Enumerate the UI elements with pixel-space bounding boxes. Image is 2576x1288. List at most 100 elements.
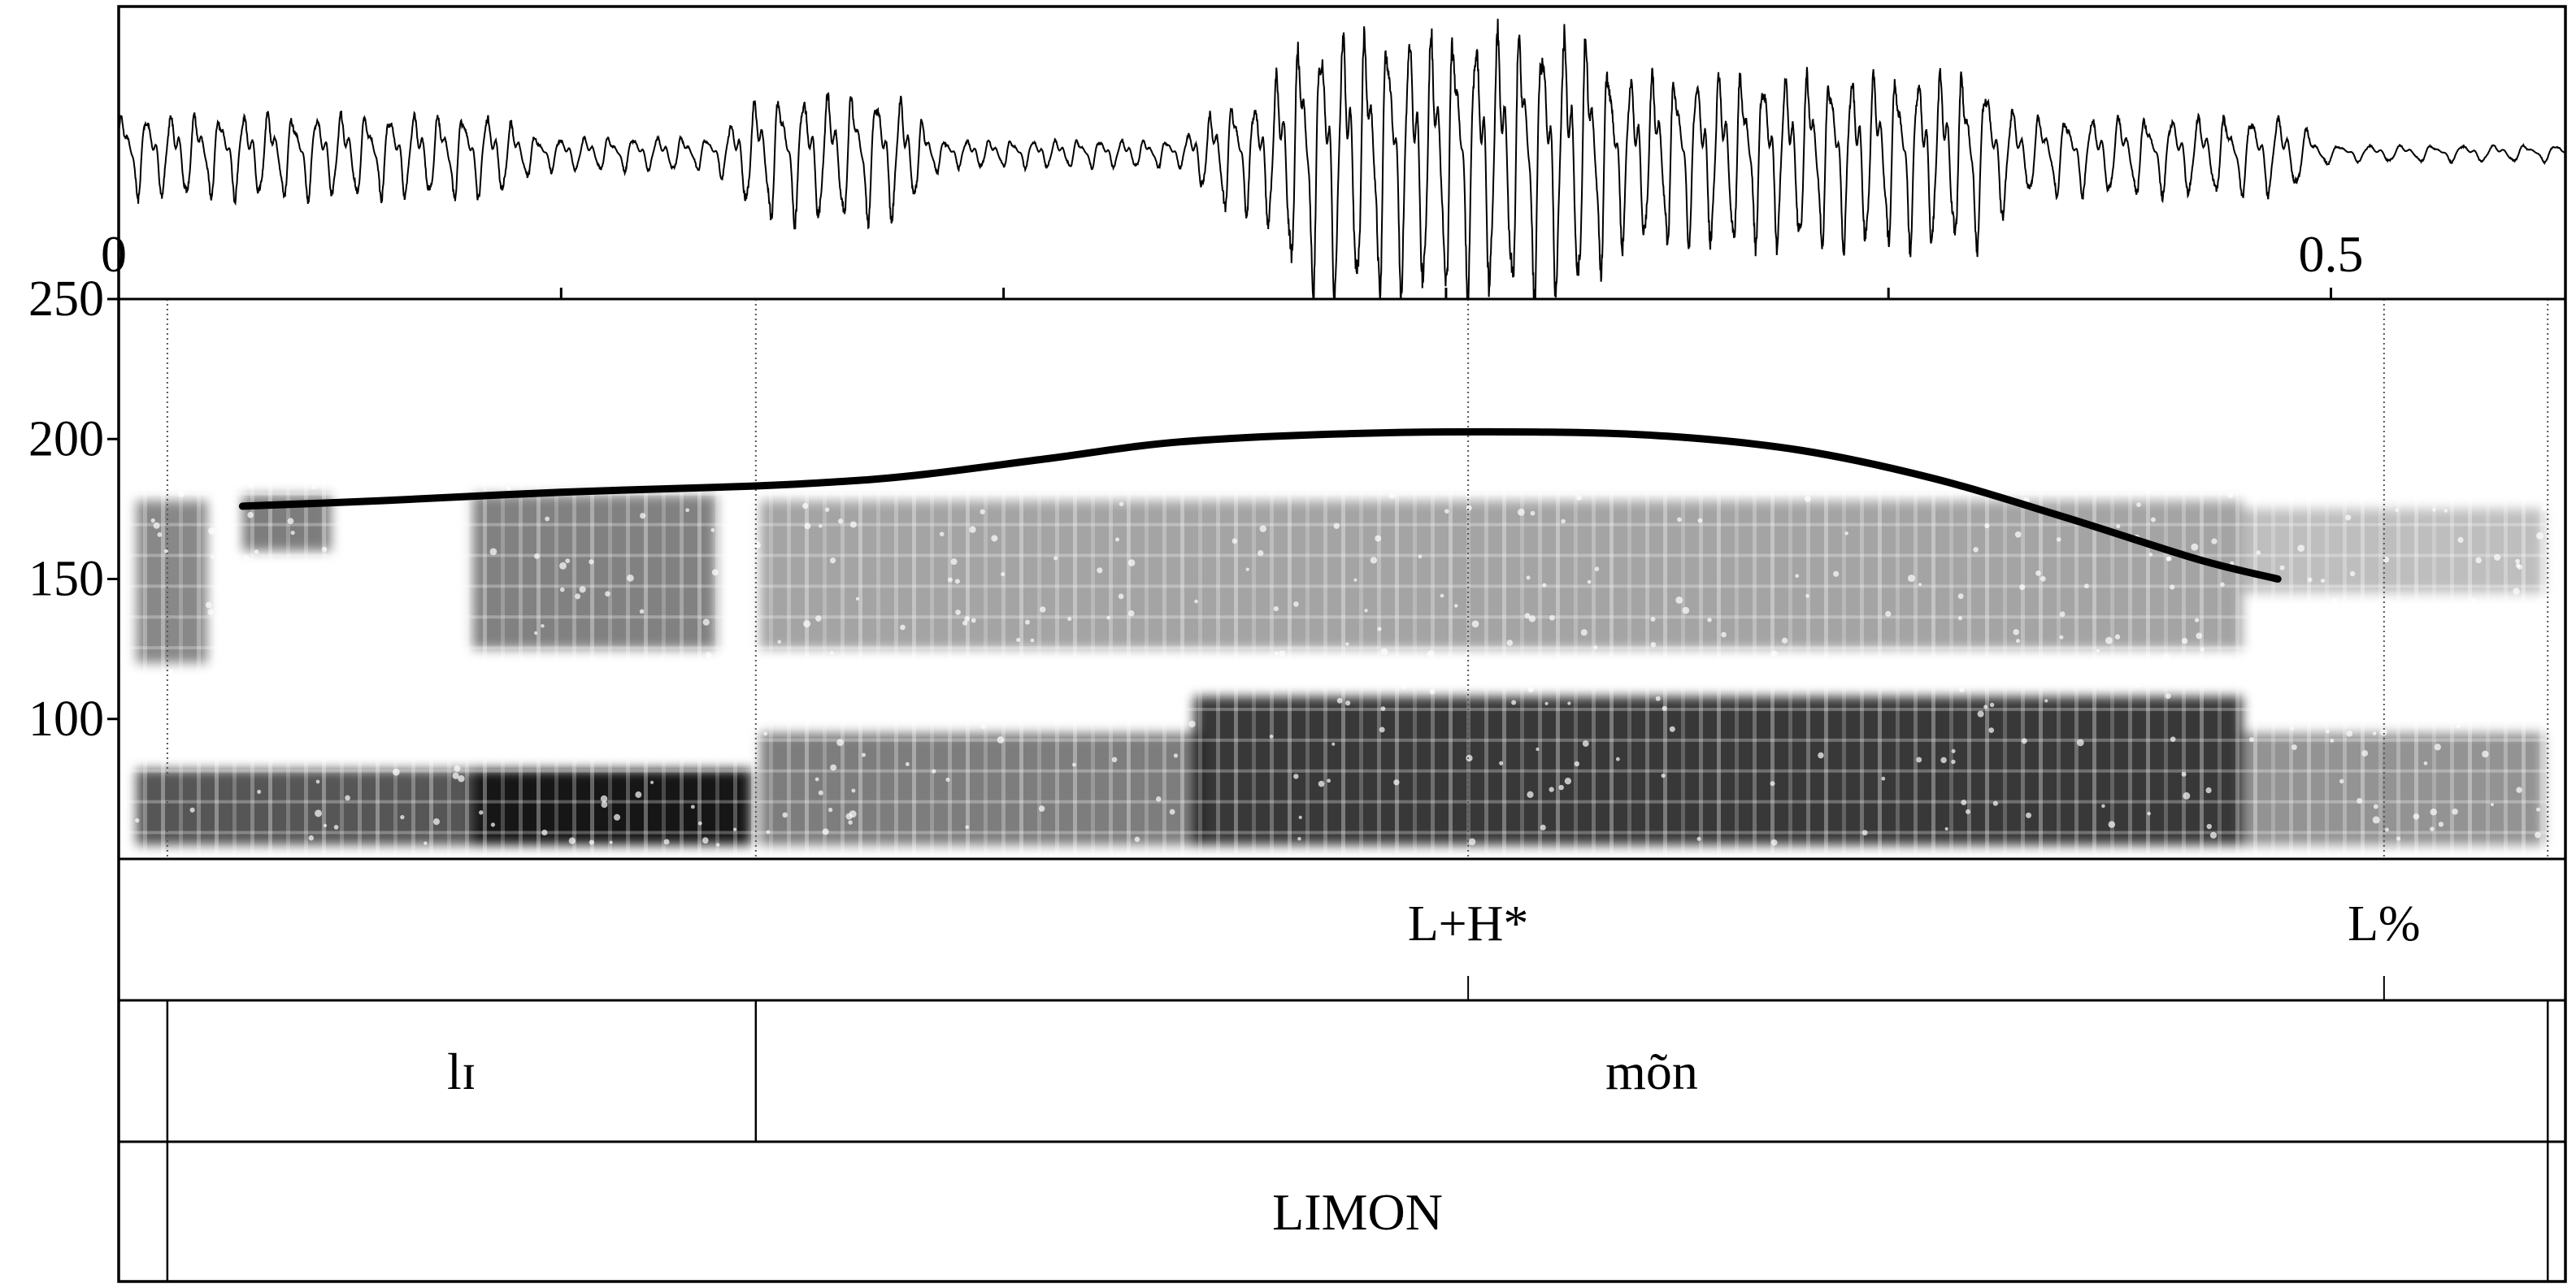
spectrogram-speckle xyxy=(639,609,645,614)
spectrogram-striation xyxy=(930,299,934,859)
spectrogram-speckle xyxy=(541,829,548,836)
spectrogram-striation xyxy=(1806,299,1810,859)
spectrogram-speckle xyxy=(943,456,951,464)
spectrogram-speckle xyxy=(479,810,484,815)
spectrogram-striation xyxy=(733,299,737,859)
spectrogram-speckle xyxy=(1781,637,1788,644)
spectrogram-speckle xyxy=(2042,433,2048,439)
spectrogram-speckle xyxy=(1466,505,1472,511)
spectrogram-speckle xyxy=(1201,471,1209,478)
spectrogram-speckle xyxy=(614,813,621,821)
spectrogram-speckle xyxy=(1123,399,1129,405)
spectrogram-speckle xyxy=(2326,729,2330,734)
spectrogram-striation xyxy=(1484,299,1488,859)
spectrogram-speckle xyxy=(2052,658,2056,662)
spectrogram-striation xyxy=(894,299,898,859)
spectrogram-speckle xyxy=(2048,475,2055,482)
spectrogram-speckle xyxy=(2150,517,2156,523)
spectrogram-speckle xyxy=(393,768,400,776)
spectrogram-speckle xyxy=(2535,831,2541,839)
spectrogram-speckle xyxy=(1429,688,1436,695)
spectrogram-speckle xyxy=(1511,700,1517,705)
spectrogram-striation xyxy=(1878,299,1882,859)
spectrogram-speckle xyxy=(804,523,811,530)
spectrogram-striation xyxy=(2182,299,2186,859)
spectrogram-speckle xyxy=(711,569,719,576)
spectrogram-speckle xyxy=(247,511,254,518)
spectrogram-speckle xyxy=(2147,811,2151,816)
spectrogram-striation xyxy=(232,299,237,859)
spectrogram-speckle xyxy=(2444,509,2448,513)
spectrogram-speckle xyxy=(1574,761,1580,767)
spectrogram-speckle xyxy=(1336,697,1343,704)
spectrogram-speckle xyxy=(1331,742,1336,746)
spectrogram-speckle xyxy=(623,458,629,465)
spectrogram-speckle xyxy=(2349,570,2356,577)
spectrogram-speckle xyxy=(2452,809,2458,815)
spectrogram-speckle xyxy=(932,769,936,774)
spectrogram-speckle xyxy=(2373,804,2378,809)
spectrogram-speckle xyxy=(207,609,215,616)
spectrogram-striation xyxy=(662,299,666,859)
spectrogram-speckle xyxy=(2227,492,2234,498)
spectrogram-speckle xyxy=(507,677,515,683)
spectrogram-speckle xyxy=(1610,314,1616,321)
spectrogram-speckle xyxy=(2499,692,2505,698)
tier-words: LIMON xyxy=(166,1142,2549,1281)
spectrogram-speckle xyxy=(211,554,215,559)
spectrogram-harmonic xyxy=(119,615,2565,619)
spectrogram-speckle xyxy=(2339,778,2344,784)
spectrogram-speckle xyxy=(1105,476,1110,481)
spectrogram-speckle xyxy=(2421,685,2426,690)
spectrogram-speckle xyxy=(2372,731,2377,735)
spectrogram-speckle xyxy=(1004,393,1009,398)
spectrogram-speckle xyxy=(1988,727,1995,734)
spectrogram-speckle xyxy=(1310,420,1317,427)
spectrogram-striation xyxy=(1162,299,1166,859)
spectrogram-striation xyxy=(697,299,702,859)
spectrogram-speckle xyxy=(1657,679,1662,683)
spectrogram-harmonic xyxy=(119,769,2565,773)
spectrogram-speckle xyxy=(1707,385,1713,391)
spectrogram-speckle xyxy=(1534,327,1540,334)
spectrogram-speckle xyxy=(1929,345,1934,349)
spectrogram-speckle xyxy=(1471,620,1479,628)
spectrogram-speckle xyxy=(163,549,168,553)
spectrogram-speckle xyxy=(2257,701,2262,706)
spectrogram-speckle xyxy=(400,814,405,820)
spectrogram-speckle xyxy=(351,492,355,497)
spectrogram-speckle xyxy=(978,394,982,398)
spectrogram-striation xyxy=(805,299,809,859)
spectrogram-speckle xyxy=(311,484,317,490)
spectrogram-speckle xyxy=(939,531,945,537)
spectrogram-speckle xyxy=(313,566,319,572)
spectrogram-speckle xyxy=(763,363,767,367)
spectrogram-speckle xyxy=(2461,679,2465,685)
spectrogram-speckle xyxy=(1810,441,1818,448)
spectrogram-speckle xyxy=(649,357,654,361)
spectrogram-speckle xyxy=(197,746,201,750)
spectrogram-speckle xyxy=(671,360,676,365)
spectrogram-striation xyxy=(1073,299,1077,859)
spectrogram-speckle xyxy=(2153,384,2161,392)
spectrogram-speckle xyxy=(605,591,610,597)
spectrogram-speckle xyxy=(2510,389,2515,395)
spectrogram-speckle xyxy=(2536,807,2541,812)
spectrogram-speckle xyxy=(441,466,445,471)
spectrogram-speckle xyxy=(1983,705,1988,709)
spectrogram-speckle xyxy=(763,731,768,736)
spectrogram-band xyxy=(472,495,716,649)
spectrogram-speckle xyxy=(2320,670,2326,675)
spectrogram-speckle xyxy=(497,728,502,732)
spectrogram-striation xyxy=(1359,299,1363,859)
spectrogram-speckle xyxy=(2490,356,2496,362)
spectrogram-speckle xyxy=(323,823,327,827)
spectrogram-speckle xyxy=(1743,670,1748,675)
spectrogram-speckle xyxy=(2125,450,2133,458)
spectrogram-speckle xyxy=(308,410,314,415)
pitch-tick-label: 250 xyxy=(28,271,104,327)
spectrogram-speckle xyxy=(1418,554,1423,559)
spectrogram-speckle xyxy=(2356,625,2361,631)
spectrogram-striation xyxy=(2557,299,2561,859)
spectrogram-striation xyxy=(1574,299,1578,859)
